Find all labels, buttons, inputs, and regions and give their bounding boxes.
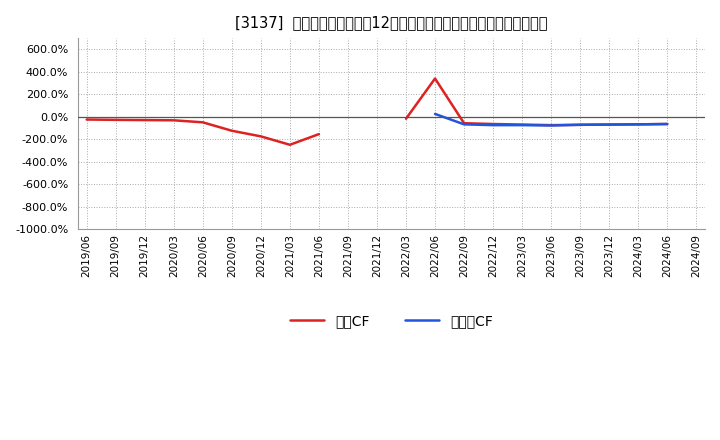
フリーCF (605, 122, 613, 127)
Legend: 営業CF, フリーCF: 営業CF, フリーCF (284, 308, 499, 334)
フリーCF (460, 122, 469, 127)
営業CF (228, 128, 236, 133)
フリーCF (431, 111, 439, 117)
フリーCF (576, 122, 585, 128)
営業CF (286, 142, 294, 147)
Line: フリーCF: フリーCF (435, 114, 667, 125)
フリーCF (518, 122, 526, 128)
フリーCF (489, 122, 498, 128)
営業CF (199, 120, 207, 125)
営業CF (256, 134, 265, 139)
フリーCF (546, 123, 555, 128)
Line: 営業CF: 営業CF (86, 120, 319, 145)
フリーCF (663, 121, 672, 127)
フリーCF (634, 122, 642, 127)
営業CF (140, 117, 149, 123)
営業CF (169, 117, 178, 123)
営業CF (315, 132, 323, 137)
営業CF (82, 117, 91, 122)
営業CF (112, 117, 120, 122)
Title: [3137]  キャッシュフローの12か月移動合計の対前年同期増減率の推移: [3137] キャッシュフローの12か月移動合計の対前年同期増減率の推移 (235, 15, 548, 30)
